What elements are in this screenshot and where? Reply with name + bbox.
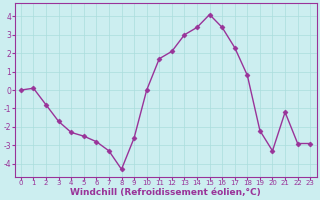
X-axis label: Windchill (Refroidissement éolien,°C): Windchill (Refroidissement éolien,°C) <box>70 188 261 197</box>
